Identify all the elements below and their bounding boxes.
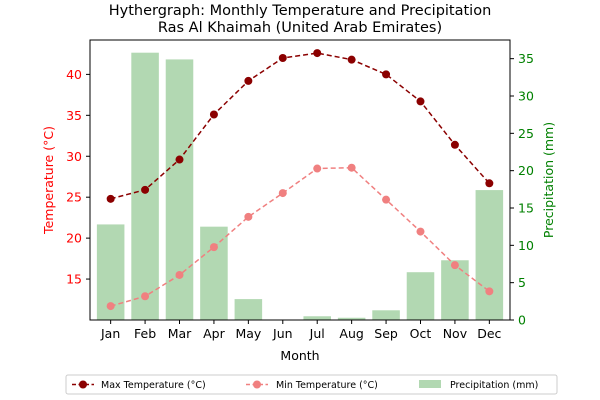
chart-subtitle: Ras Al Khaimah (United Arab Emirates) [158, 20, 442, 36]
min-temp-point-aug [347, 163, 356, 172]
min-temp-point-dec [485, 287, 494, 296]
y-right-tick-label: 0 [518, 313, 526, 328]
min-temp-point-jan [106, 302, 115, 311]
min-temp-point-jul [313, 164, 322, 173]
min-temp-point-mar [175, 270, 184, 279]
legend-max-marker-icon [79, 380, 87, 389]
chart-title: Hythergraph: Monthly Temperature and Pre… [109, 3, 492, 19]
y-left-tick-label: 20 [66, 231, 82, 246]
x-tick-label: Jun [272, 326, 293, 341]
x-tick-label: Apr [203, 326, 225, 341]
min-temp-point-oct [416, 227, 425, 236]
y-right-tick-label: 30 [518, 89, 534, 104]
max-temp-point-dec [485, 179, 494, 188]
max-temp-point-jun [278, 54, 287, 63]
max-temp-point-apr [209, 110, 218, 119]
max-temp-line [110, 52, 490, 200]
max-temp-point-nov [450, 140, 459, 149]
min-temp-point-sep [382, 195, 391, 204]
precip-bar-oct [406, 272, 435, 320]
temperature-lines [106, 49, 494, 311]
legend-precip-swatch-icon [419, 380, 441, 388]
precip-bar-dec [475, 190, 504, 320]
y-right-tick-label: 20 [518, 163, 534, 178]
legend-min-marker-icon [253, 380, 261, 389]
x-tick-label: Oct [410, 326, 432, 341]
min-temp-point-may [244, 212, 253, 221]
y-left-tick-label: 30 [66, 149, 82, 164]
plot-frame [89, 39, 511, 321]
y-right-tick-label: 10 [518, 238, 534, 253]
max-temp-point-jul [313, 49, 322, 58]
precipitation-bars [96, 52, 504, 321]
y-right-tick-label: 25 [518, 126, 534, 141]
x-axis-label: Month [280, 348, 319, 363]
min-temp-point-jun [278, 189, 287, 198]
y-right-tick-label: 35 [518, 51, 534, 66]
max-temp-point-mar [175, 155, 184, 164]
y-left-tick-label: 15 [66, 272, 82, 287]
x-axis: Jan Feb Mar Apr May Jun Jul Aug Sep Oct Nov Dec [100, 320, 502, 341]
x-tick-label: Mar [168, 326, 192, 341]
min-temp-point-feb [141, 292, 150, 301]
y-left-tick-label: 40 [66, 67, 82, 82]
max-temp-point-jan [106, 194, 115, 203]
legend: Max Temperature (°C) Min Temperature (°C… [65, 374, 558, 395]
y-axis-left-label: Temperature (°C) [41, 126, 56, 235]
y-right-tick-label: 15 [518, 201, 534, 216]
precip-bar-may [234, 299, 263, 320]
y-right-tick-label: 5 [518, 275, 526, 290]
precip-bar-sep [372, 310, 400, 320]
max-temp-point-aug [347, 55, 356, 64]
y-left-tick-label: 35 [66, 108, 82, 123]
max-temp-point-feb [141, 185, 150, 194]
min-temp-point-nov [450, 261, 459, 270]
y-axis-right: 0 5 10 15 20 25 30 35 [510, 51, 534, 328]
x-tick-label: May [235, 326, 261, 341]
precip-bar-jul [303, 316, 331, 320]
y-axis-left: 15 20 25 30 35 40 [66, 67, 90, 287]
x-tick-label: Jul [309, 326, 325, 341]
legend-min-label: Min Temperature (°C) [276, 380, 378, 391]
x-tick-label: Dec [477, 326, 501, 341]
precip-bar-aug [337, 317, 366, 320]
x-tick-label: Aug [339, 326, 363, 341]
x-tick-label: Jan [100, 326, 120, 341]
max-temp-point-may [244, 76, 253, 85]
legend-frame [65, 374, 558, 395]
max-temp-point-sep [382, 70, 391, 79]
x-tick-label: Sep [374, 326, 398, 341]
legend-max-label: Max Temperature (°C) [101, 380, 206, 391]
x-tick-label: Nov [443, 326, 468, 341]
precip-bar-apr [200, 226, 228, 320]
max-temp-point-oct [416, 97, 425, 106]
min-temp-line [110, 166, 490, 307]
x-tick-label: Feb [134, 326, 156, 341]
y-axis-right-label: Precipitation (mm) [541, 122, 556, 238]
y-left-tick-label: 25 [66, 190, 82, 205]
min-temp-point-apr [209, 243, 218, 252]
precip-bar-nov [441, 260, 469, 320]
legend-precip-label: Precipitation (mm) [450, 380, 538, 391]
